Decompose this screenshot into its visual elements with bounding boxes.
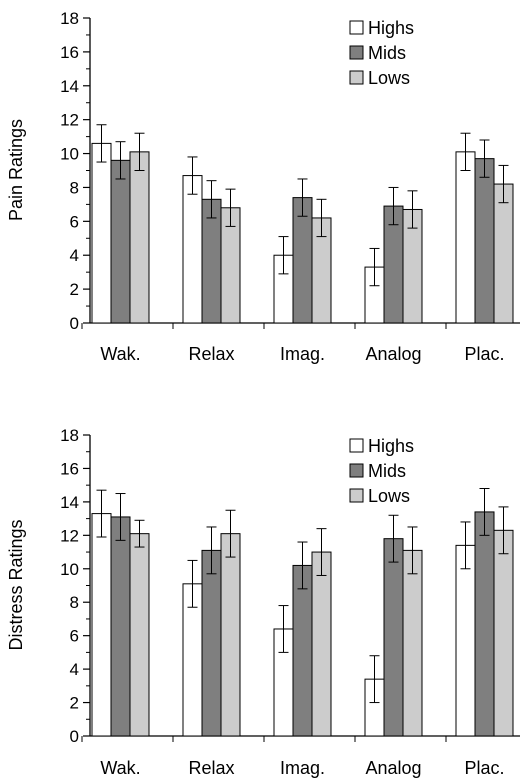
bar-mids bbox=[474, 158, 495, 324]
legend-swatch-mids bbox=[349, 463, 364, 478]
y-axis-title: Pain Ratings bbox=[6, 119, 26, 221]
y-tick-label: 2 bbox=[70, 694, 79, 713]
legend-label-highs: Highs bbox=[368, 18, 414, 38]
y-tick-label: 8 bbox=[70, 593, 79, 612]
legend-label-highs: Highs bbox=[368, 436, 414, 456]
y-tick-label: 0 bbox=[70, 314, 79, 333]
category-label: Analog bbox=[365, 344, 421, 364]
bar-mids bbox=[383, 538, 404, 737]
bar-highs bbox=[455, 544, 476, 737]
bar-lows bbox=[402, 549, 423, 737]
category-label: Wak. bbox=[100, 344, 140, 364]
legend-label-lows: Lows bbox=[368, 68, 410, 88]
y-tick-label: 10 bbox=[60, 560, 79, 579]
bar-lows bbox=[493, 183, 514, 324]
bar-highs bbox=[91, 513, 112, 737]
bar-highs bbox=[455, 151, 476, 324]
y-tick-label: 14 bbox=[60, 77, 79, 96]
y-tick-label: 8 bbox=[70, 178, 79, 197]
y-tick-label: 18 bbox=[60, 9, 79, 28]
legend-label-lows: Lows bbox=[368, 486, 410, 506]
pain-ratings-chart: 0 2 4 6 8 10 12 14 16 18 Pain Ratings Wak. Relax Imag… bbox=[6, 9, 520, 364]
bar-mids bbox=[110, 516, 131, 737]
category-label: Analog bbox=[365, 758, 421, 778]
bar-highs bbox=[182, 175, 203, 324]
y-tick-label: 10 bbox=[60, 145, 79, 164]
y-tick-label: 6 bbox=[70, 212, 79, 231]
y-tick-label: 16 bbox=[60, 459, 79, 478]
y-tick-label: 2 bbox=[70, 280, 79, 299]
y-tick-label: 18 bbox=[60, 426, 79, 445]
bar-mids bbox=[474, 511, 495, 737]
category-label: Imag. bbox=[280, 344, 325, 364]
category-label: Plac. bbox=[464, 344, 504, 364]
y-tick-label: 0 bbox=[70, 727, 79, 746]
y-tick-label: 12 bbox=[60, 111, 79, 130]
category-label: Relax bbox=[188, 344, 234, 364]
y-tick-label: 12 bbox=[60, 526, 79, 545]
bar-mids bbox=[292, 564, 313, 737]
bar-mids bbox=[110, 159, 131, 324]
legend-label-mids: Mids bbox=[368, 43, 406, 63]
bar-lows bbox=[129, 533, 150, 737]
category-label: Wak. bbox=[100, 758, 140, 778]
y-tick-label: 6 bbox=[70, 627, 79, 646]
legend-swatch-lows bbox=[349, 70, 364, 85]
bar-lows bbox=[493, 529, 514, 737]
legend-swatch-mids bbox=[349, 45, 364, 60]
legend-label-mids: Mids bbox=[368, 461, 406, 481]
category-label: Plac. bbox=[464, 758, 504, 778]
legend-swatch-highs bbox=[349, 20, 364, 35]
category-label: Imag. bbox=[280, 758, 325, 778]
bar-lows bbox=[220, 533, 241, 737]
bar-highs bbox=[91, 142, 112, 324]
y-tick-label: 4 bbox=[70, 660, 79, 679]
legend-swatch-highs bbox=[349, 438, 364, 453]
bar-lows bbox=[311, 551, 332, 737]
category-label: Relax bbox=[188, 758, 234, 778]
legend-swatch-lows bbox=[349, 488, 364, 503]
y-tick-label: 14 bbox=[60, 493, 79, 512]
y-axis-title: Distress Ratings bbox=[6, 519, 26, 650]
bar-lows bbox=[129, 151, 150, 324]
distress-ratings-chart: 0 2 4 6 8 10 12 14 16 18 Distress Ratings Wak. Relax… bbox=[6, 426, 520, 778]
y-tick-label: 16 bbox=[60, 43, 79, 62]
bar-mids bbox=[201, 549, 222, 737]
y-tick-label: 4 bbox=[70, 246, 79, 265]
